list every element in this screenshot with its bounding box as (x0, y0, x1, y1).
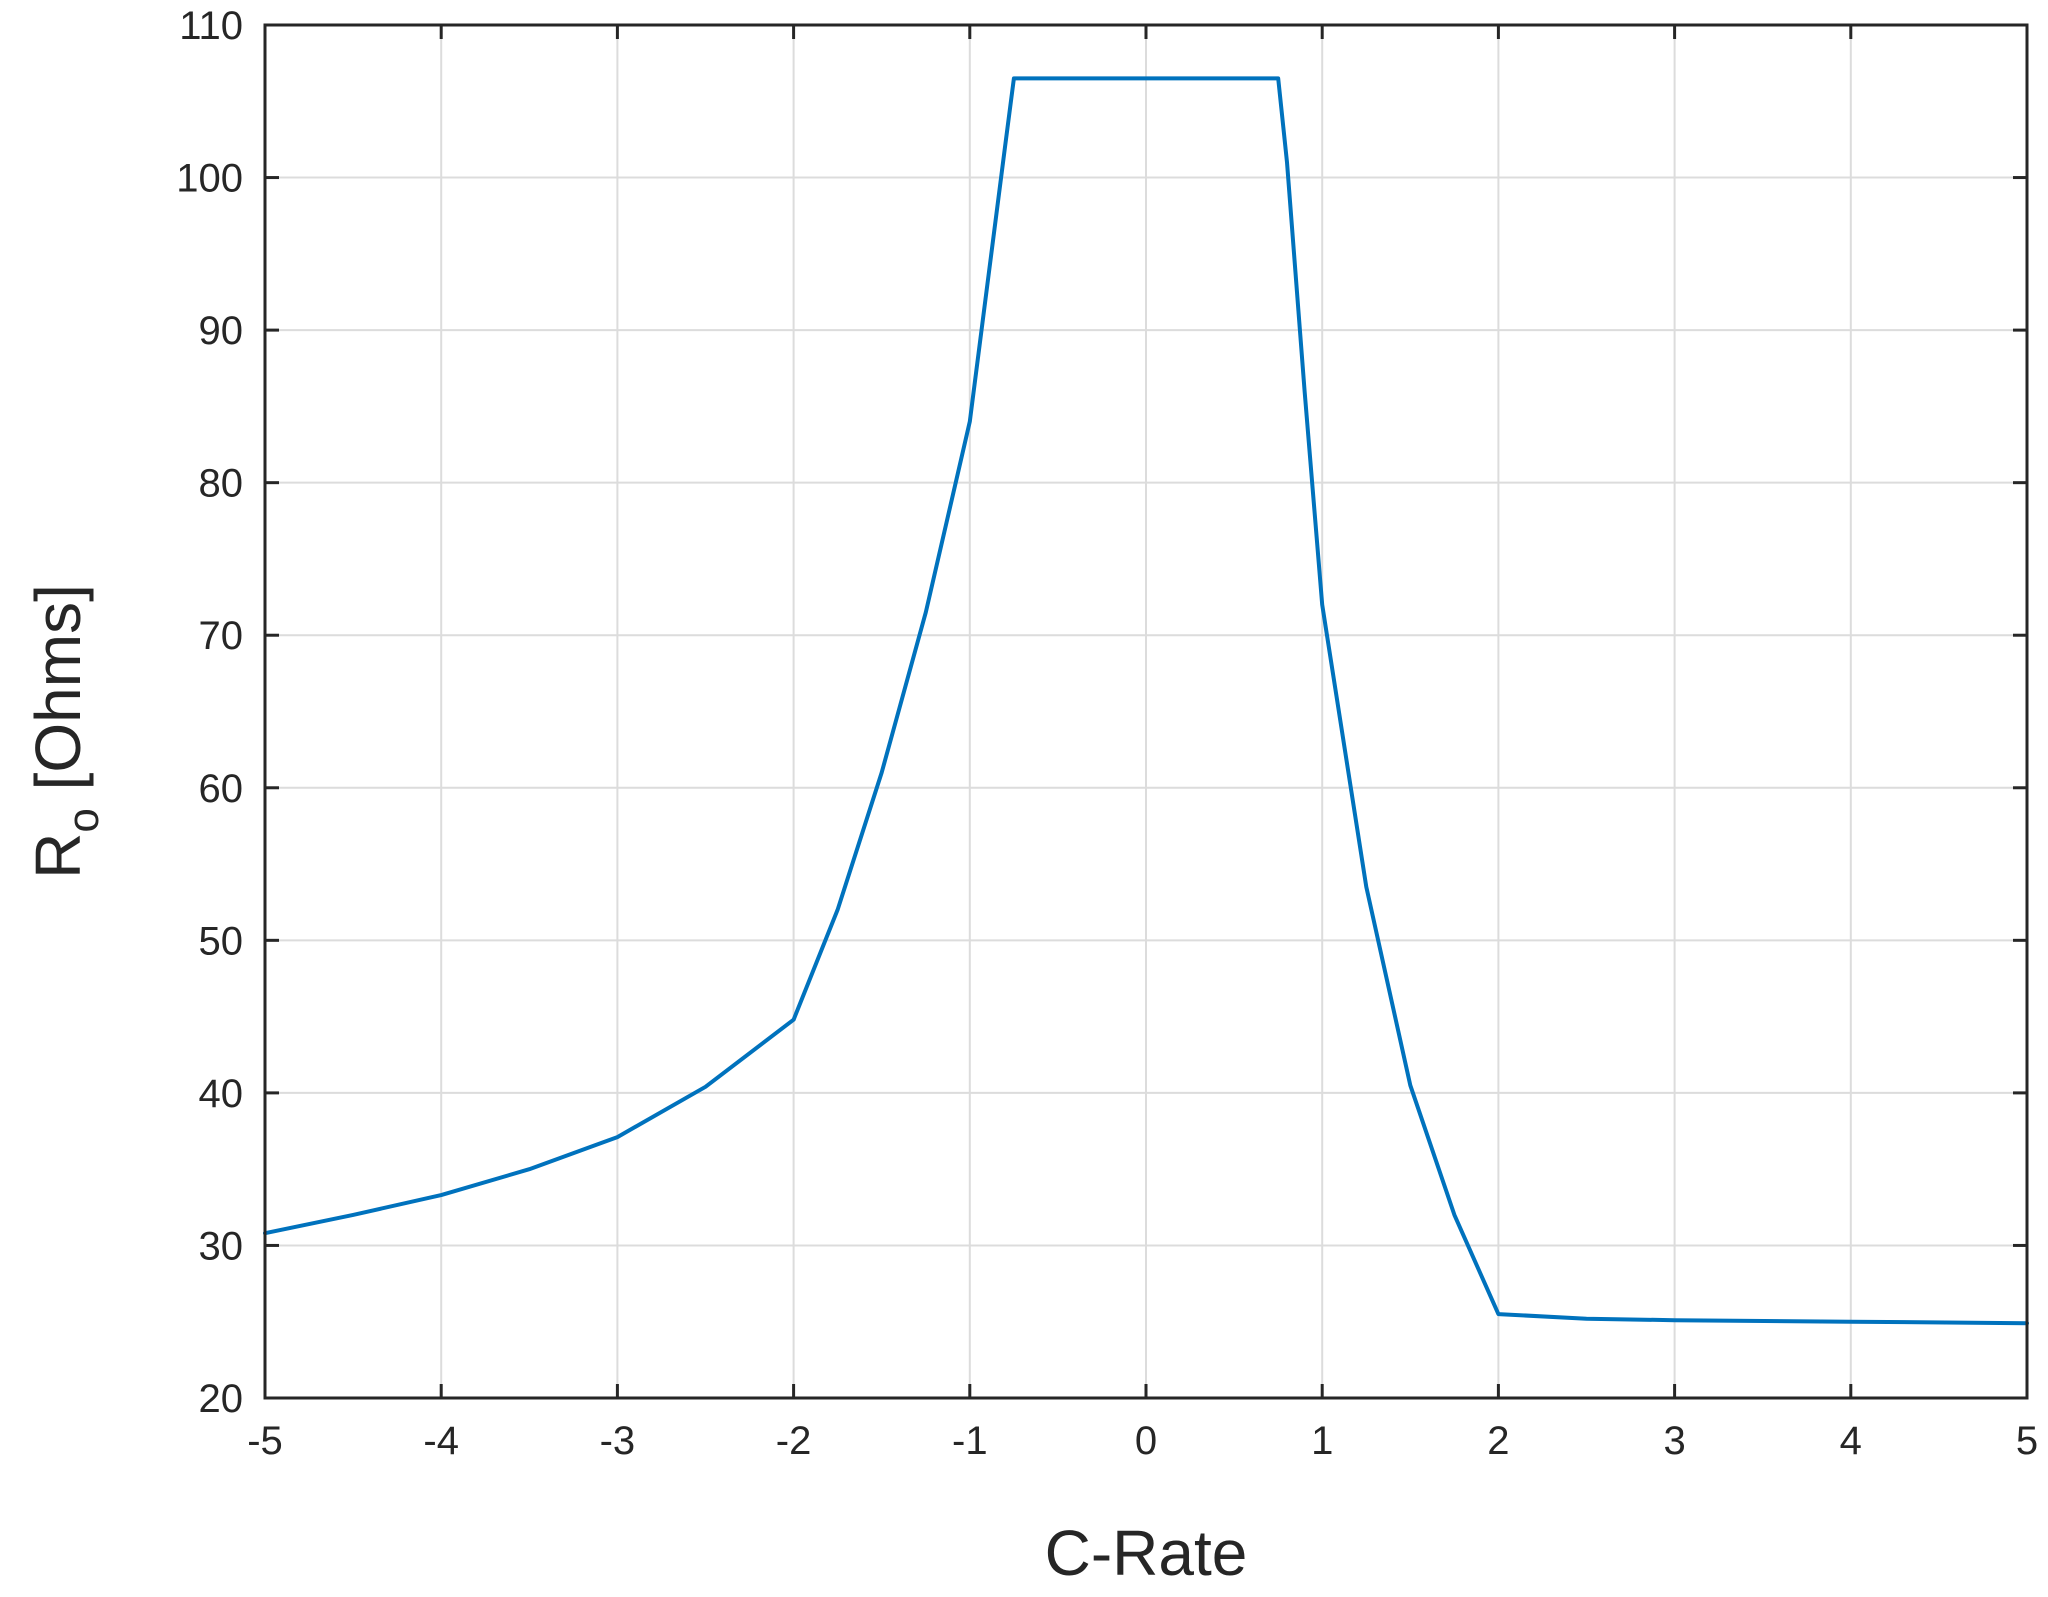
y-tick-label: 20 (199, 1377, 244, 1421)
y-tick-label: 50 (199, 919, 244, 963)
y-tick-label: 30 (199, 1224, 244, 1268)
x-tick-label: 5 (2016, 1419, 2038, 1463)
y-axis-title-main: R (22, 833, 94, 879)
x-tick-label: -4 (423, 1419, 459, 1463)
tick-marks (263, 23, 2029, 1400)
y-tick-label: 70 (199, 614, 244, 658)
y-tick-label: 80 (199, 462, 244, 506)
y-tick-label: 100 (176, 157, 243, 201)
x-tick-labels: -5 -4 -3 -2 -1 0 1 2 3 4 5 (247, 1419, 2038, 1463)
y-tick-labels: 20 30 40 50 60 70 80 90 100 110 (176, 4, 243, 1421)
x-tick-label: 0 (1135, 1419, 1157, 1463)
y-tick-label: 60 (199, 767, 244, 811)
y-axis-title-space (22, 790, 94, 808)
y-tick-label: 90 (199, 309, 244, 353)
series-layer (263, 76, 2029, 1326)
y-tick-label: 110 (179, 4, 243, 48)
y-axis-title: Ro [Ohms] (22, 584, 108, 879)
y-tick-label: 40 (199, 1072, 244, 1116)
y-axis-title-subscript: o (59, 808, 108, 832)
x-tick-label: 4 (1840, 1419, 1862, 1463)
x-tick-label: -5 (247, 1419, 283, 1463)
x-tick-label: -2 (776, 1419, 812, 1463)
series-line (263, 76, 2029, 1326)
y-axis-title-units: [Ohms] (22, 584, 94, 790)
x-axis-title: C-Rate (1045, 1517, 1248, 1589)
x-tick-label: 3 (1663, 1419, 1685, 1463)
x-tick-label: 1 (1311, 1419, 1333, 1463)
x-tick-label: -1 (952, 1419, 988, 1463)
x-tick-label: 2 (1487, 1419, 1509, 1463)
x-tick-label: -3 (600, 1419, 636, 1463)
